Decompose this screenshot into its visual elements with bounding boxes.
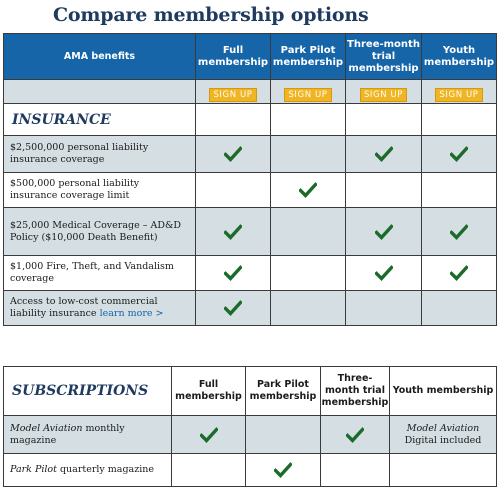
check-cell bbox=[421, 255, 497, 291]
table-row: Park Pilot quarterly magazine bbox=[3, 453, 497, 487]
checkmark-icon bbox=[346, 426, 364, 443]
signup-button-trial[interactable]: SIGN UP bbox=[359, 87, 408, 102]
check-cell bbox=[195, 290, 271, 326]
table-header-row: AMA benefits Full membership Park Pilot … bbox=[3, 33, 497, 80]
empty-cell bbox=[345, 103, 422, 136]
section-row-insurance: INSURANCE bbox=[3, 103, 497, 136]
check-cell bbox=[345, 135, 422, 173]
signup-cell: SIGN UP bbox=[195, 79, 271, 104]
youth-digital-note: Model Aviation Digital included bbox=[389, 415, 497, 454]
table-row: $25,000 Medical Coverage – AD&D Policy (… bbox=[3, 207, 497, 256]
checkmark-icon bbox=[224, 265, 242, 281]
table-row: Model Aviation monthly magazine Model Av… bbox=[3, 415, 497, 454]
check-cell bbox=[195, 255, 271, 291]
col-header-park-pilot: Park Pilot membership bbox=[270, 33, 346, 80]
col-header-youth: Youth membership bbox=[421, 33, 497, 80]
row-label: $25,000 Medical Coverage – AD&D Policy (… bbox=[3, 207, 196, 256]
magazine-title: Model Aviation bbox=[406, 422, 480, 434]
signup-cell: SIGN UP bbox=[270, 79, 346, 104]
checkmark-icon bbox=[274, 462, 292, 478]
check-cell bbox=[345, 172, 422, 208]
check-cell bbox=[421, 135, 497, 173]
membership-comparison-table: AMA benefits Full membership Park Pilot … bbox=[3, 33, 497, 326]
subscriptions-table: SUBSCRIPTIONS Full membership Park Pilot… bbox=[3, 366, 497, 487]
check-cell bbox=[345, 255, 422, 291]
signup-row-empty bbox=[3, 79, 196, 104]
check-cell bbox=[320, 453, 390, 487]
row-label: Access to low-cost commercial liability … bbox=[3, 290, 196, 326]
signup-row: SIGN UP SIGN UP SIGN UP SIGN UP bbox=[3, 79, 497, 104]
signup-cell: SIGN UP bbox=[345, 79, 422, 104]
empty-cell bbox=[195, 103, 271, 136]
signup-button-park-pilot[interactable]: SIGN UP bbox=[284, 87, 332, 102]
signup-button-youth[interactable]: SIGN UP bbox=[435, 87, 483, 102]
checkmark-icon bbox=[374, 146, 393, 162]
col-header-full: Full membership bbox=[195, 33, 271, 80]
check-cell bbox=[171, 415, 246, 454]
row-label: Park Pilot quarterly magazine bbox=[3, 453, 172, 487]
checkmark-icon bbox=[374, 265, 393, 281]
checkmark-icon bbox=[450, 265, 468, 281]
check-cell bbox=[195, 172, 271, 208]
checkmark-icon bbox=[299, 182, 317, 198]
note-text: Digital included bbox=[404, 434, 482, 446]
empty-cell bbox=[270, 103, 346, 136]
checkmark-icon bbox=[450, 146, 468, 162]
col-header-full: Full membership bbox=[171, 366, 246, 416]
benefits-header: AMA benefits bbox=[3, 33, 196, 80]
check-cell bbox=[421, 290, 497, 326]
checkmark-icon bbox=[374, 223, 393, 240]
magazine-title: Model Aviation bbox=[10, 422, 83, 434]
section-label-subscriptions: SUBSCRIPTIONS bbox=[3, 366, 172, 416]
col-header-youth: Youth membership bbox=[389, 366, 497, 416]
check-cell bbox=[270, 207, 346, 256]
table-row: $1,000 Fire, Theft, and Vandalism covera… bbox=[3, 255, 497, 291]
check-cell bbox=[270, 290, 346, 326]
col-header-trial: Three-month trial membership bbox=[320, 366, 390, 416]
checkmark-icon bbox=[199, 426, 218, 443]
row-label: $1,000 Fire, Theft, and Vandalism covera… bbox=[3, 255, 196, 291]
magazine-title: Park Pilot bbox=[10, 464, 57, 475]
col-header-trial: Three-month trial membership bbox=[345, 33, 422, 80]
check-cell bbox=[195, 135, 271, 173]
checkmark-icon bbox=[224, 223, 242, 240]
row-label-text: quarterly magazine bbox=[56, 464, 154, 475]
learn-more-link[interactable]: learn more > bbox=[99, 308, 164, 319]
check-cell bbox=[345, 207, 422, 256]
row-label-text: Access to low-cost commercial liability … bbox=[10, 296, 158, 319]
check-cell bbox=[345, 290, 422, 326]
empty-cell bbox=[421, 103, 497, 136]
row-label: $500,000 personal liability insurance co… bbox=[3, 172, 196, 208]
checkmark-icon bbox=[450, 223, 468, 240]
check-cell bbox=[245, 453, 321, 487]
subscriptions-header-row: SUBSCRIPTIONS Full membership Park Pilot… bbox=[3, 366, 497, 416]
checkmark-icon bbox=[224, 146, 242, 162]
row-label: Model Aviation monthly magazine bbox=[3, 415, 172, 454]
check-cell bbox=[270, 135, 346, 173]
check-cell bbox=[421, 172, 497, 208]
check-cell bbox=[195, 207, 271, 256]
checkmark-icon bbox=[224, 300, 242, 316]
page-title: Compare membership options bbox=[53, 4, 369, 26]
check-cell bbox=[171, 453, 246, 487]
check-cell bbox=[389, 453, 497, 487]
table-row: Access to low-cost commercial liability … bbox=[3, 290, 497, 326]
table-row: $2,500,000 personal liability insurance … bbox=[3, 135, 497, 173]
check-cell bbox=[270, 172, 346, 208]
row-label-text: monthly magazine bbox=[10, 422, 125, 446]
section-label-insurance: INSURANCE bbox=[3, 103, 196, 136]
signup-cell: SIGN UP bbox=[421, 79, 497, 104]
check-cell bbox=[270, 255, 346, 291]
col-header-park-pilot: Park Pilot membership bbox=[245, 366, 321, 416]
table-row: $500,000 personal liability insurance co… bbox=[3, 172, 497, 208]
row-label: $2,500,000 personal liability insurance … bbox=[3, 135, 196, 173]
check-cell bbox=[320, 415, 390, 454]
signup-button-full[interactable]: SIGN UP bbox=[209, 87, 257, 102]
check-cell bbox=[245, 415, 321, 454]
check-cell bbox=[421, 207, 497, 256]
